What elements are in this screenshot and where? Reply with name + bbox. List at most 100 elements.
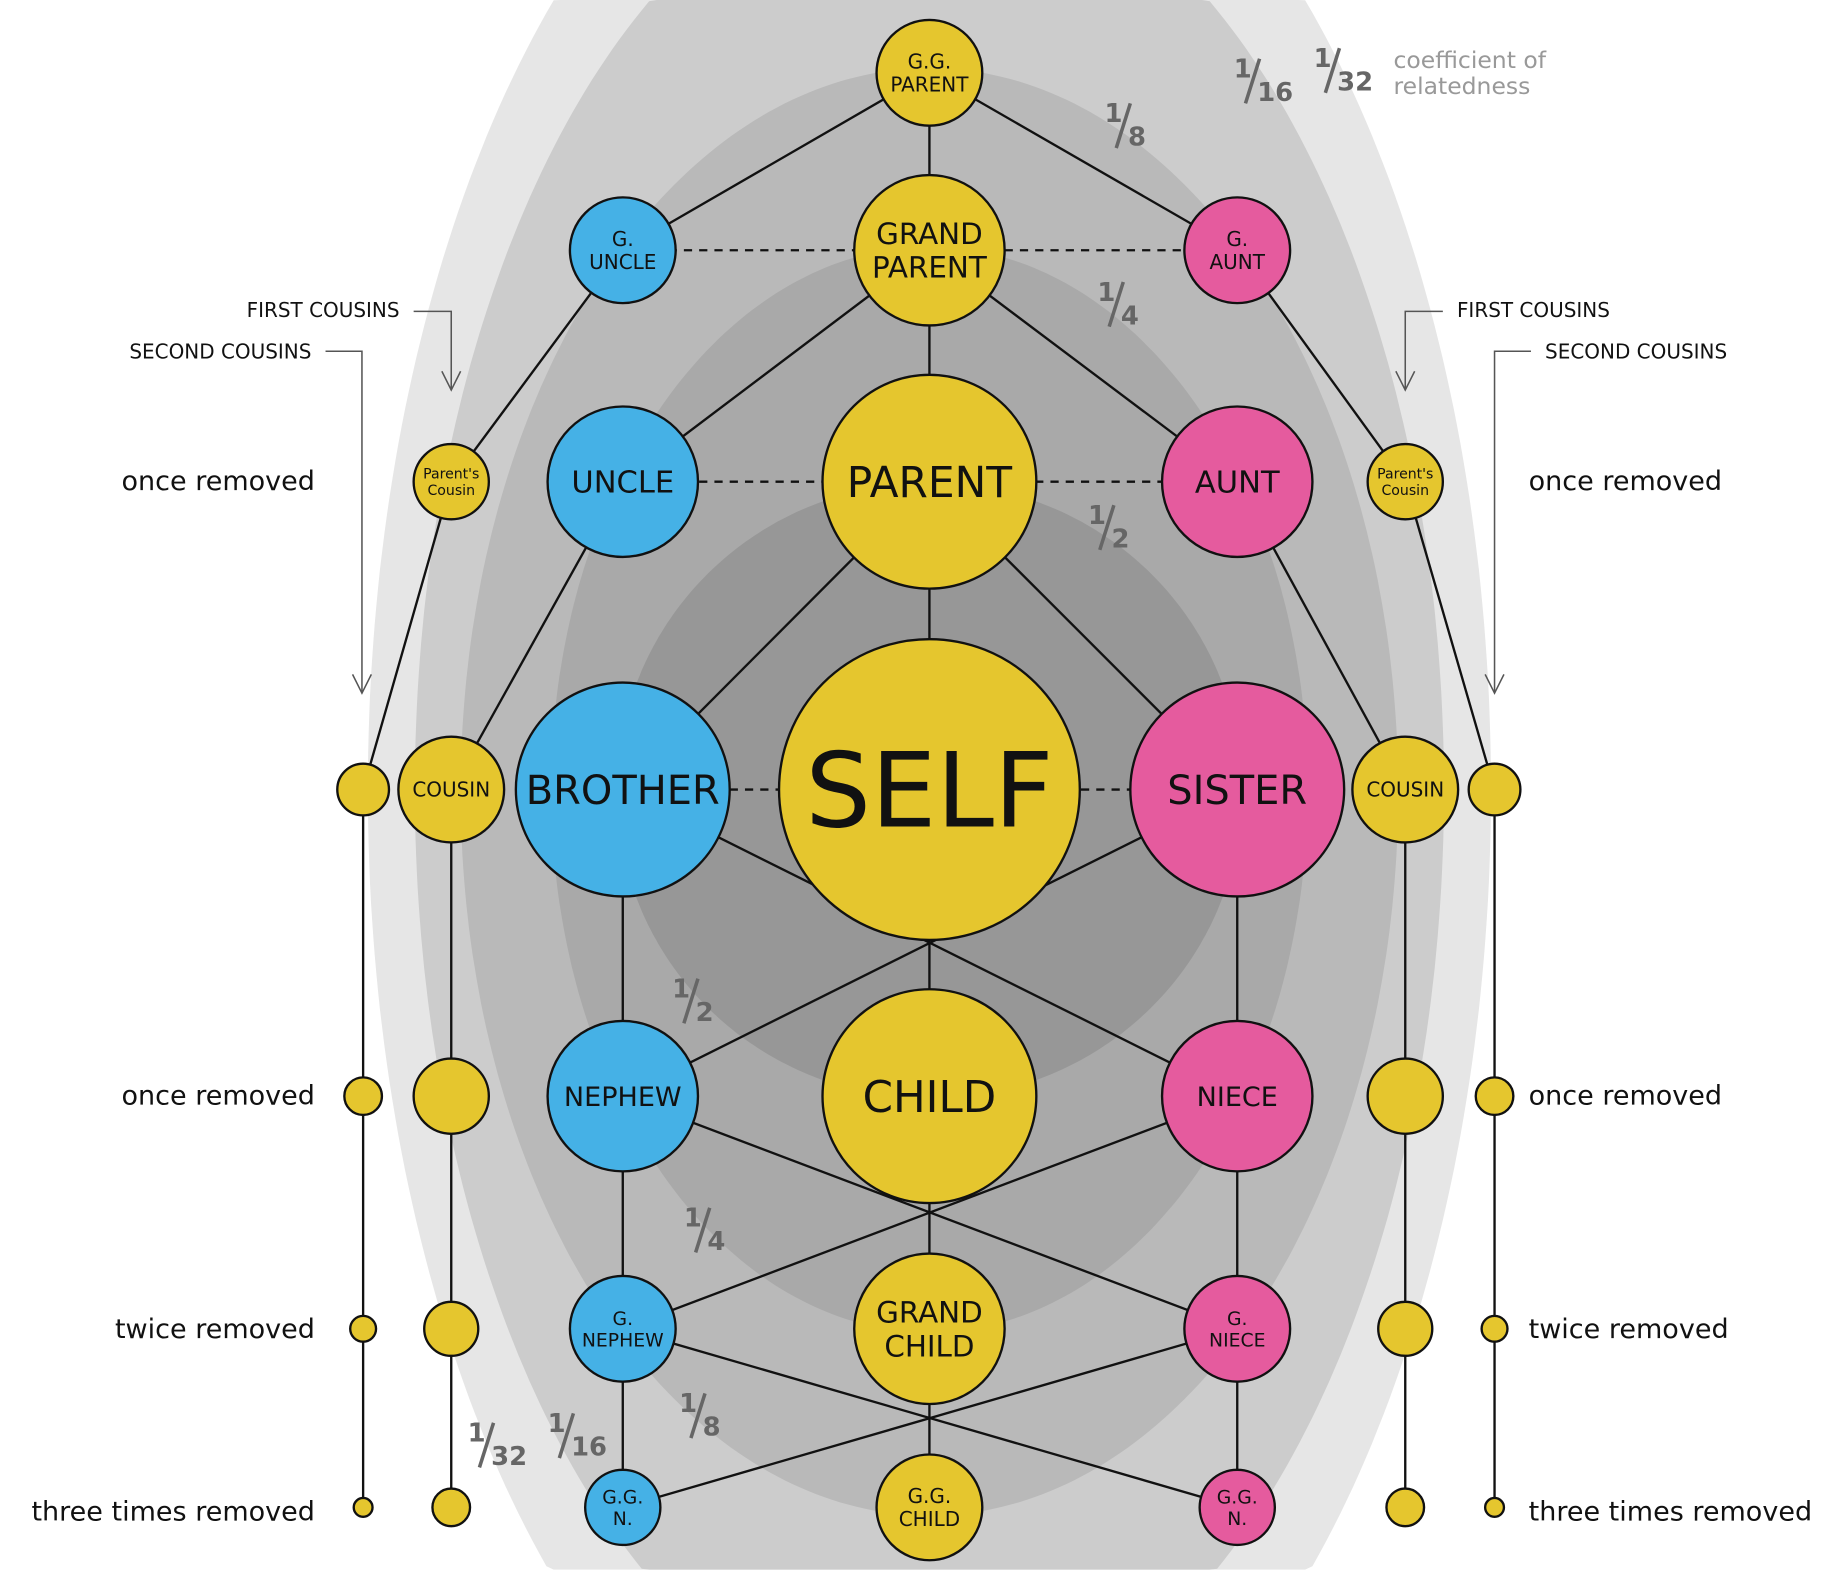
node-label: SELF [805,732,1053,852]
fraction-slash [682,978,700,1024]
node-circle [1467,762,1522,817]
node-circle [1129,681,1346,898]
node-circle [546,405,700,559]
denominator: 2 [696,998,714,1028]
node-niece: NIECE [1160,1019,1314,1173]
removed-label-left: twice removed [115,1314,315,1345]
kinship-link [622,1327,1238,1509]
first-cousins-arrow [413,310,453,391]
kinship-link [622,1095,1238,1330]
node-guncle: G.UNCLE [568,196,677,305]
numerator: 1 [1088,501,1106,531]
coefficient-fraction: 18 [1104,99,1145,152]
node-label: NEPHEW [582,1330,664,1351]
node-circle [1377,1300,1434,1357]
node-circle [777,637,1081,942]
node-label: Cousin [1381,483,1429,499]
fraction-slash [1323,47,1342,94]
second-cousins-label: SECOND COUSINS [129,339,311,363]
node-circle [349,1314,378,1343]
numerator: 1 [548,1409,566,1439]
node-label: AUNT [1210,250,1266,274]
node-circle [1366,1057,1445,1135]
node-label: GRAND [876,1295,983,1329]
node-label: Cousin [427,483,475,499]
legend-text: coefficient of [1394,46,1547,74]
node-sc2-r [1480,1314,1509,1343]
coefficient-fraction: 12 [1088,501,1129,554]
node-circle [336,762,391,817]
second-cousins-arrow [1493,350,1531,694]
arrow-head-icon [1484,674,1505,695]
coefficient-fraction: 116 [548,1409,607,1462]
node-gnephew: G.NEPHEW [568,1274,677,1383]
node-circle [1385,1487,1426,1528]
node-c2-l [423,1300,480,1357]
fraction-slash [477,1422,496,1468]
removed-label-left: three times removed [31,1496,315,1527]
removed-label-right: twice removed [1529,1314,1729,1345]
node-circle [352,1496,374,1518]
legend-text: relatedness [1394,72,1531,100]
node-sc3-r [1483,1496,1506,1518]
numerator: 1 [684,1204,702,1234]
node-c2-r [1377,1300,1434,1357]
node-label: G.G. [1217,1487,1258,1508]
arrow-head-icon [1395,370,1416,392]
node-c3-r [1385,1487,1426,1528]
removed-label-right: once removed [1529,1080,1722,1111]
node-circle [423,1300,480,1357]
numerator: 1 [468,1419,486,1449]
node-self: SELF [777,637,1081,942]
node-circle [514,681,731,898]
node-circle [853,1252,1006,1406]
fraction-slash [1114,102,1133,149]
numerator: 1 [679,1389,697,1419]
node-label: PARENT [872,251,988,285]
denominator: 32 [491,1442,527,1472]
numerator: 1 [672,974,690,1004]
node-label: G.G. [908,50,952,74]
node-sister: SISTER [1129,681,1346,898]
fraction-slash [689,1392,707,1439]
node-c1-l [412,1057,491,1135]
node-circle [1474,1076,1515,1117]
node-sc2-l [349,1314,378,1343]
node-circle [821,988,1038,1205]
numerator: 1 [1314,44,1332,74]
node-label: COUSIN [412,778,490,802]
node-circle [397,735,506,844]
node-parent: PARENT [821,373,1038,590]
node-brother: BROTHER [514,681,731,898]
second-cousins-arrow [325,350,363,694]
node-sc1-r [1474,1076,1515,1117]
node-label: G. [1227,1309,1248,1330]
fraction-slash [693,1207,712,1253]
node-circle [875,1453,984,1562]
node-label: PARENT [847,458,1012,507]
node-nephew: NEPHEW [546,1019,700,1173]
first-cousins-label: FIRST COUSINS [247,298,400,322]
node-ggnephew: G.G.N. [584,1468,662,1547]
denominator: 2 [1112,524,1130,554]
node-c1-r [1366,1057,1445,1135]
node-circle [546,1019,700,1173]
removed-label-left: once removed [122,1080,315,1111]
node-circle [1480,1314,1509,1343]
removed-label-right: three times removed [1529,1496,1813,1527]
kinship-link [622,71,931,252]
node-circle [412,442,491,521]
denominator: 16 [571,1433,607,1463]
first-cousins-arrow [1404,310,1443,391]
kinship-link [361,481,453,790]
node-child: CHILD [821,988,1038,1205]
coefficient-fraction: 12 [672,974,713,1027]
node-label: CHILD [884,1329,974,1363]
denominator: 32 [1337,67,1373,97]
node-label: G.G. [602,1487,643,1508]
node-label: Parent's [423,467,479,483]
node-cousin-l: COUSIN [397,735,506,844]
